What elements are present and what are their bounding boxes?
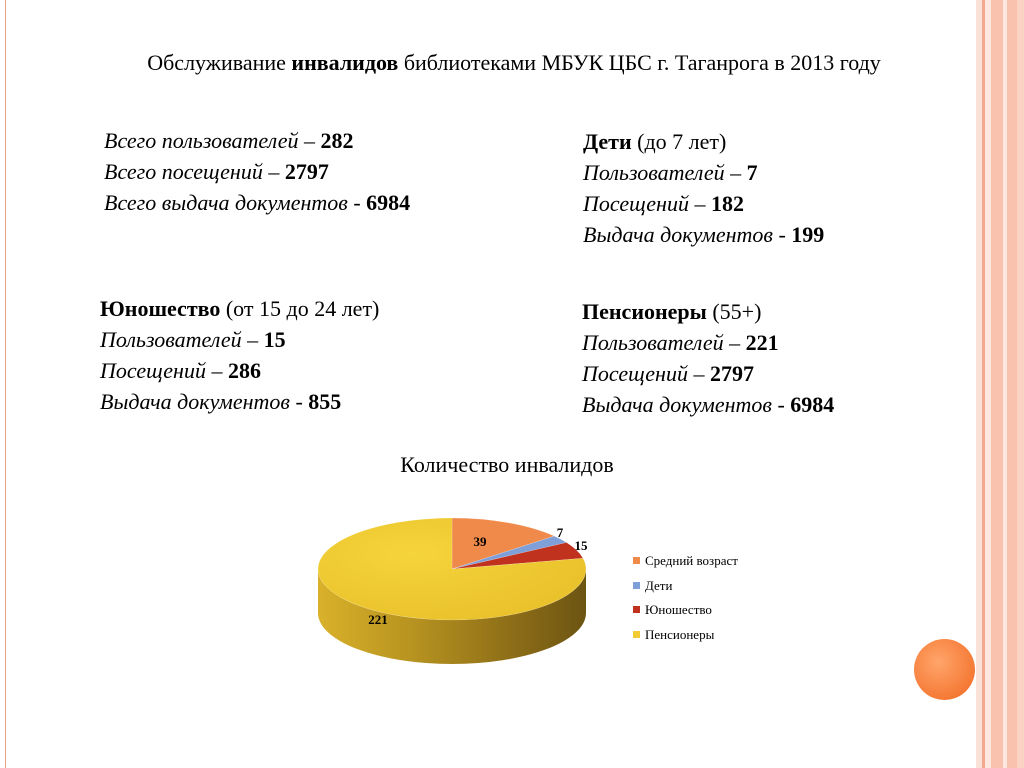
chart-legend: Средний возраст Дети Юношество Пенсионеры	[633, 551, 738, 649]
legend-label: Дети	[645, 577, 673, 593]
legend-item: Пенсионеры	[633, 625, 738, 650]
legend-label: Юношество	[645, 602, 712, 617]
children-block: Дети (до 7 лет) Пользователей – 7 Посеще…	[583, 129, 825, 247]
decorative-circle	[914, 639, 975, 700]
pie-data-label: 15	[575, 538, 589, 553]
legend-swatch	[633, 557, 640, 564]
legend-item: Средний возраст	[633, 551, 738, 576]
left-border	[0, 0, 6, 768]
chart-title: Количество инвалидов	[400, 452, 614, 477]
legend-item: Дети	[633, 576, 738, 601]
pie-slice-Юношество	[451, 542, 584, 570]
legend-item: Юношество	[633, 600, 738, 625]
pie-slice-Средний-возраст	[451, 517, 556, 570]
pie-data-label: 221	[368, 612, 388, 627]
pie-slice-Дети	[451, 535, 568, 570]
pie-side-wall	[318, 569, 586, 664]
youth-block: Юношество (от 15 до 24 лет) Пользователе…	[100, 296, 380, 414]
totals-block: Всего пользователей – 282 Всего посещени…	[104, 128, 411, 215]
legend-swatch	[633, 630, 640, 638]
pensioners-block: Пенсионеры (55+) Пользователей – 221 Пос…	[582, 299, 835, 417]
pie-data-label: 7	[557, 525, 564, 540]
legend-label: Пенсионеры	[645, 626, 715, 642]
right-stripes	[976, 0, 1024, 768]
pie-chart: 39 7 15 221	[317, 517, 589, 664]
page-title: Обслуживание инвалидов библиотеками МБУК…	[147, 50, 881, 75]
pie-data-label: 39	[474, 534, 488, 549]
legend-swatch	[633, 581, 640, 589]
pie-slice-Пенсионеры	[317, 517, 587, 621]
legend-swatch	[633, 606, 640, 613]
legend-label: Средний возраст	[645, 553, 738, 568]
